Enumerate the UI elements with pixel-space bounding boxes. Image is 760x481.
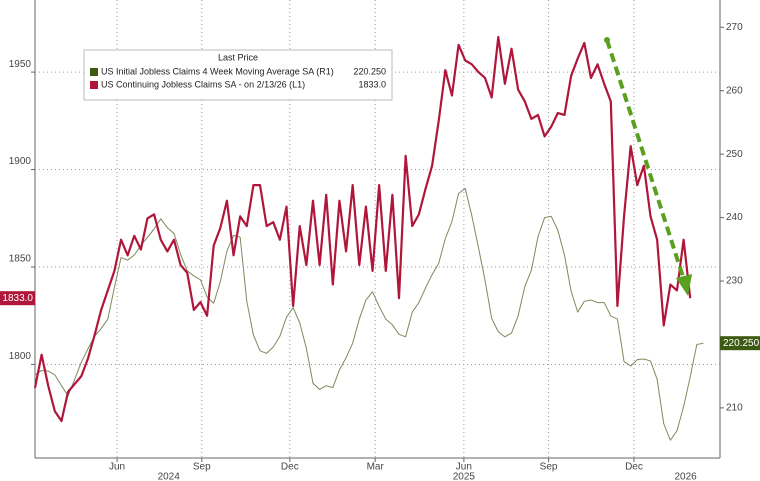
series-line: [34, 187, 704, 441]
x-tick-label: Dec: [625, 462, 643, 473]
trend-arrow: [604, 37, 692, 296]
x-tick-label: Sep: [193, 462, 211, 473]
arrow-shaft: [605, 39, 686, 281]
legend-swatch: [90, 68, 98, 76]
y-tick-label: 1950: [9, 59, 32, 70]
y2-tick-label: 270: [726, 22, 743, 33]
last-value-tag: [720, 336, 760, 351]
legend: Last Price US Initial Jobless Claims 4 W…: [83, 49, 393, 101]
legend-swatch: [90, 81, 98, 89]
x-year-label: 2026: [674, 472, 697, 481]
x-tick-label: Mar: [367, 462, 385, 473]
last-value-label: 1833.0: [2, 293, 33, 304]
series-line: [33, 35, 692, 423]
y-tick-label: 1850: [9, 254, 32, 265]
x-tick-label: Jun: [109, 462, 125, 473]
last-value-tag: [0, 291, 35, 306]
x-tick-label: Jun: [456, 462, 472, 473]
y2-tick-label: 210: [726, 403, 743, 414]
x-tick-label: Dec: [281, 462, 299, 473]
y-tick-label: 1800: [9, 351, 32, 362]
x-year-label: 2024: [158, 472, 181, 481]
last-value-label: 220.250: [723, 338, 760, 349]
legend-title: Last Price: [218, 52, 258, 62]
arrow-tail: [604, 37, 610, 43]
legend-box: [83, 49, 393, 101]
legend-label: US Continuing Jobless Claims SA - on 2/1…: [101, 79, 305, 89]
arrow-head: [676, 274, 692, 296]
x-year-label: 2025: [453, 472, 476, 481]
y2-tick-label: 230: [726, 276, 743, 287]
legend-label: US Initial Jobless Claims 4 Week Moving …: [101, 66, 334, 76]
y2-tick-label: 250: [726, 149, 743, 160]
legend-value: 1833.0: [358, 79, 386, 89]
legend-value: 220.250: [353, 66, 386, 76]
y-tick-label: 1900: [9, 156, 32, 167]
y2-tick-label: 240: [726, 212, 743, 223]
x-tick-label: Sep: [540, 462, 558, 473]
y2-tick-label: 260: [726, 85, 743, 96]
